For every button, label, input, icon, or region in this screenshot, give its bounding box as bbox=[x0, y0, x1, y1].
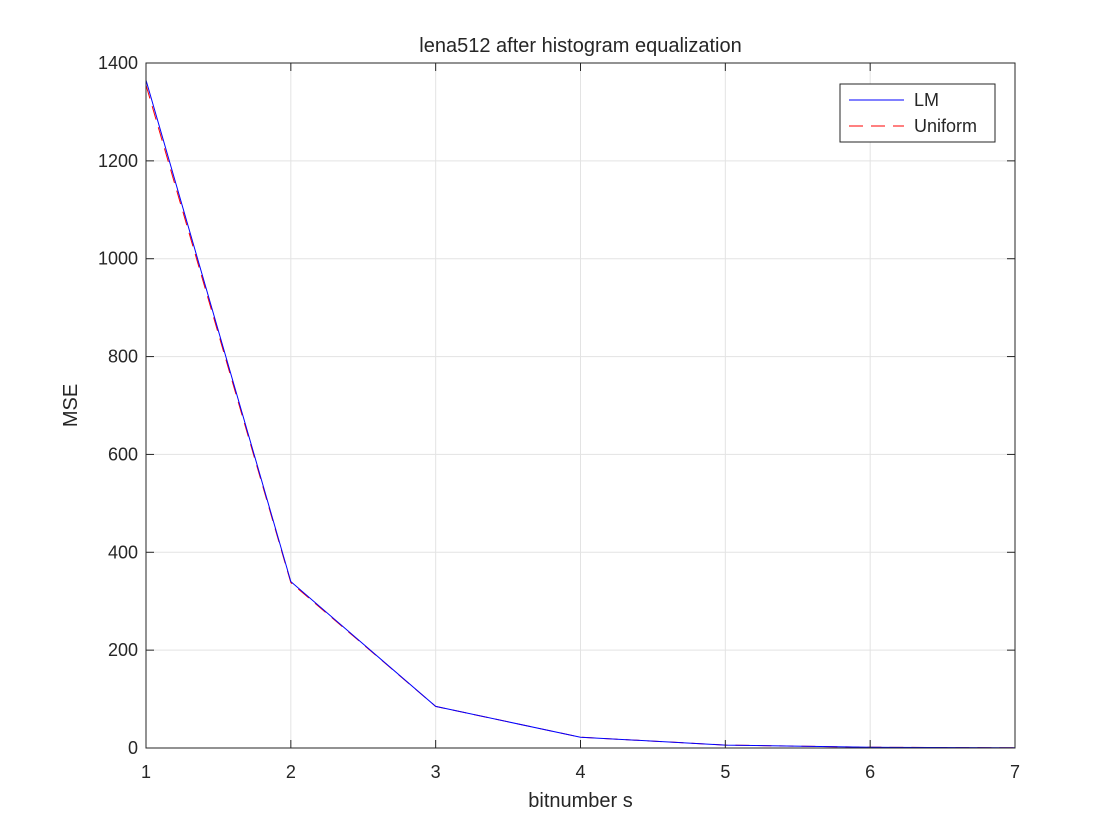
y-tick-label: 200 bbox=[108, 640, 138, 660]
y-axis-label: MSE bbox=[60, 384, 82, 427]
y-tick-label: 600 bbox=[108, 444, 138, 464]
x-tick-labels: 1 2 3 4 5 6 7 bbox=[141, 762, 1020, 782]
x-tick-label: 7 bbox=[1010, 762, 1020, 782]
x-tick-label: 3 bbox=[431, 762, 441, 782]
y-tick-labels: 0 200 400 600 800 1000 1200 1400 bbox=[98, 53, 138, 758]
x-tick-label: 5 bbox=[720, 762, 730, 782]
x-tick-label: 6 bbox=[865, 762, 875, 782]
legend: LM Uniform bbox=[839, 83, 996, 143]
x-tick-label: 1 bbox=[141, 762, 151, 782]
x-axis-label: bitnumber s bbox=[528, 790, 633, 812]
x-tick-label: 4 bbox=[575, 762, 585, 782]
ticks bbox=[145, 62, 1016, 749]
legend-label-lm: LM bbox=[914, 90, 939, 110]
y-tick-label: 400 bbox=[108, 542, 138, 562]
chart-title: lena512 after histogram equalization bbox=[419, 35, 741, 57]
x-tick-label: 2 bbox=[286, 762, 296, 782]
y-tick-label: 1400 bbox=[98, 53, 138, 73]
y-tick-label: 0 bbox=[128, 738, 138, 758]
y-tick-label: 1000 bbox=[98, 249, 138, 269]
y-tick-label: 1200 bbox=[98, 151, 138, 171]
legend-label-uniform: Uniform bbox=[914, 116, 977, 136]
legend-box bbox=[839, 83, 996, 143]
y-tick-label: 800 bbox=[108, 347, 138, 367]
